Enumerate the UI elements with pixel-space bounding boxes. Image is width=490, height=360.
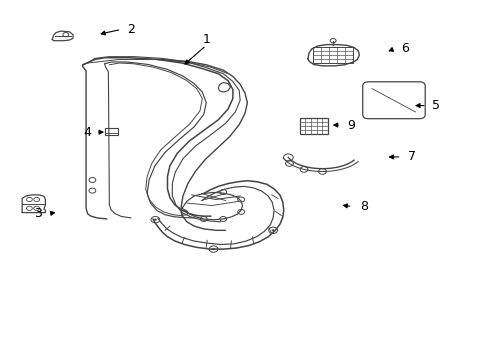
Text: 1: 1 xyxy=(202,33,210,46)
Text: 5: 5 xyxy=(432,99,441,112)
Bar xyxy=(300,118,328,134)
Circle shape xyxy=(212,248,215,250)
Bar xyxy=(313,48,352,63)
Bar xyxy=(104,128,118,135)
Text: 3: 3 xyxy=(34,207,42,220)
Text: 2: 2 xyxy=(127,23,135,36)
Circle shape xyxy=(271,229,274,231)
Text: 6: 6 xyxy=(401,42,409,55)
Text: 7: 7 xyxy=(408,150,416,163)
Text: 9: 9 xyxy=(347,118,356,131)
Text: 4: 4 xyxy=(84,126,92,139)
Circle shape xyxy=(154,219,157,221)
Text: 8: 8 xyxy=(360,200,368,213)
